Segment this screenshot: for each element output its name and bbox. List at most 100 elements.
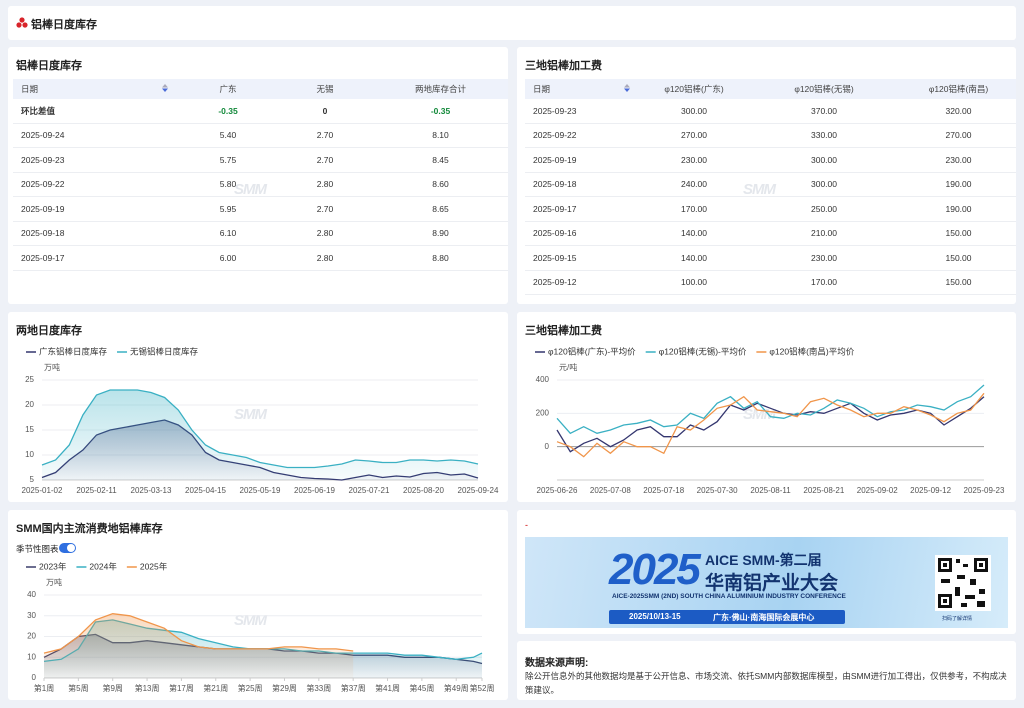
- x-tick-label: 2025-08-20: [403, 486, 444, 495]
- table-cell: 150.00: [894, 245, 1016, 271]
- table-cell: 2.70: [284, 147, 366, 173]
- y-tick-label: 400: [536, 375, 550, 384]
- y-tick-label: 10: [25, 450, 34, 459]
- table-cell: 2025-09-16: [525, 221, 634, 246]
- chart-title: SMM国内主流消费地铝棒库存: [16, 523, 163, 535]
- line: [43, 613, 354, 654]
- x-tick-label: 2025-07-30: [697, 486, 738, 495]
- x-tick-label: 2025-07-21: [349, 486, 390, 495]
- column-header-text: 日期: [21, 84, 39, 94]
- header: 铝棒日度库存: [8, 6, 1016, 40]
- table-cell: 2.80: [284, 245, 366, 271]
- watermark: SMM: [234, 406, 267, 423]
- table-cell: 170.00: [894, 294, 1016, 304]
- panel-title: 铝棒日度库存: [16, 60, 82, 72]
- x-tick-label: 第41周: [375, 683, 400, 693]
- table-cell: 140.00: [634, 245, 754, 271]
- table-cell: 5.75: [172, 147, 284, 173]
- table-row: 2025-09-23 5.75 2.70 8.45: [13, 147, 508, 173]
- toggle-label: 季节性图表: [16, 544, 59, 554]
- table-cell: 140.00: [634, 221, 754, 246]
- legend-label: φ120铝棒(南昌)平均价: [769, 346, 854, 356]
- table-cell: 2.80: [284, 172, 366, 197]
- table-cell: 6.00: [172, 245, 284, 271]
- sort-icon[interactable]: [624, 84, 630, 92]
- chart-title: 两地日度库存: [16, 325, 82, 337]
- chart-title: 三地铝棒加工费: [525, 325, 602, 337]
- table-cell: 320.00: [894, 99, 1016, 124]
- table-cell: 300.00: [634, 99, 754, 124]
- table-cell: 2025-09-22: [13, 172, 172, 197]
- table-cell: 140.00: [634, 294, 754, 304]
- area: [42, 390, 478, 480]
- x-tick-label: 第17周: [169, 683, 194, 693]
- table-cell: 190.00: [894, 196, 1016, 222]
- table-cell: 8.90: [366, 221, 508, 246]
- table-row: 2025-09-22 5.80 2.80 8.60: [13, 172, 508, 197]
- table-cell: 2025-09-24: [13, 123, 172, 148]
- table-cell: 2.70: [284, 196, 366, 222]
- banner-subtitle: AICE-2025SMM (2ND) SOUTH CHINA ALUMINIUM…: [612, 593, 846, 600]
- table-row: 2025-09-17 6.00 2.80 8.80: [13, 245, 508, 271]
- sort-icon[interactable]: [162, 84, 168, 92]
- legend-label: 广东铝棒日度库存: [39, 346, 108, 356]
- x-tick-label: 2025-08-21: [803, 486, 844, 495]
- line: [41, 389, 479, 469]
- x-tick-label: 2025-02-11: [76, 486, 117, 495]
- table-cell: 250.00: [754, 196, 894, 222]
- x-tick-label: 第45周: [409, 683, 434, 693]
- x-tick-label: 2025-06-19: [294, 486, 335, 495]
- x-tick-label: 2025-09-02: [857, 486, 898, 495]
- legend-label: 2023年: [39, 561, 67, 571]
- legend-label: φ120铝棒(无锡)-平均价: [659, 346, 747, 356]
- column-header: 广东: [172, 79, 284, 99]
- table-cell: 100.00: [634, 270, 754, 295]
- y-tick-label: 200: [536, 408, 550, 417]
- qr-code: [935, 555, 991, 611]
- y-tick-label: 25: [25, 375, 34, 384]
- table-cell: -0.35: [366, 99, 508, 124]
- toggle-switch[interactable]: [59, 543, 76, 553]
- banner-dash: -: [525, 520, 528, 530]
- x-tick-label: 第13周: [135, 683, 160, 693]
- column-header: φ120铝棒(南昌): [894, 79, 1016, 99]
- table-row: 2025-09-19 5.95 2.70 8.65: [13, 196, 508, 222]
- table-cell: 8.60: [366, 172, 508, 197]
- column-header-text: φ120铝棒(广东): [664, 84, 724, 94]
- banner[interactable]: 2025 AICE SMM-第二届 华南铝产业大会 AICE-2025SMM (…: [525, 537, 1008, 628]
- legend-label: 无锡铝棒日度库存: [130, 346, 199, 356]
- legend-label: 2024年: [89, 561, 117, 571]
- line: [556, 384, 985, 435]
- x-tick-label: 2025-03-13: [131, 486, 172, 495]
- y-tick-label: 15: [25, 425, 34, 434]
- x-tick-label: 2025-08-11: [750, 486, 791, 495]
- table-row: 2025-09-22 270.00 330.00 270.00: [525, 123, 1016, 148]
- x-tick-label: 第1周: [34, 683, 54, 693]
- column-header-text: 两地库存合计: [414, 84, 466, 94]
- y-axis-unit: 元/吨: [559, 362, 577, 372]
- header-row: 日期 广东 无锡 两地库存合计: [13, 79, 508, 99]
- banner-venue: 广东·佛山·南海国际会展中心: [713, 613, 815, 622]
- table-row: 2025-09-15 140.00 230.00 150.00: [525, 245, 1016, 271]
- y-tick-label: 5: [30, 475, 35, 484]
- table-cell: 370.00: [754, 99, 894, 124]
- column-header: φ120铝棒(广东): [634, 79, 754, 99]
- y-tick-label: 40: [27, 590, 36, 599]
- table-cell: 2025-09-23: [13, 147, 172, 173]
- column-header-text: 日期: [533, 84, 551, 94]
- x-tick-label: 2025-05-19: [240, 486, 281, 495]
- column-header: 两地库存合计: [366, 79, 508, 99]
- line: [556, 396, 985, 453]
- table-cell: 240.00: [634, 172, 754, 197]
- disclaimer-text: 除公开信息外的其他数据均是基于公开信息、市场交流、依托SMM内部数据库模型，由S…: [525, 671, 1007, 695]
- table-cell: 270.00: [894, 123, 1016, 148]
- chart: 0 200 400 元/吨 2025-06-26 2025-07-08 2025-07-18…: [535, 346, 1005, 495]
- table-cell: 150.00: [894, 270, 1016, 295]
- column-header-text: φ120铝棒(无锡): [794, 84, 854, 94]
- column-header: 无锡: [284, 79, 366, 99]
- column-header-text: φ120铝棒(南昌): [928, 84, 989, 94]
- legend-label: 2025年: [140, 561, 168, 571]
- column-header-text: 无锡: [316, 84, 334, 94]
- table-cell: 230.00: [634, 147, 754, 173]
- banner-title: 华南铝产业大会: [705, 573, 839, 594]
